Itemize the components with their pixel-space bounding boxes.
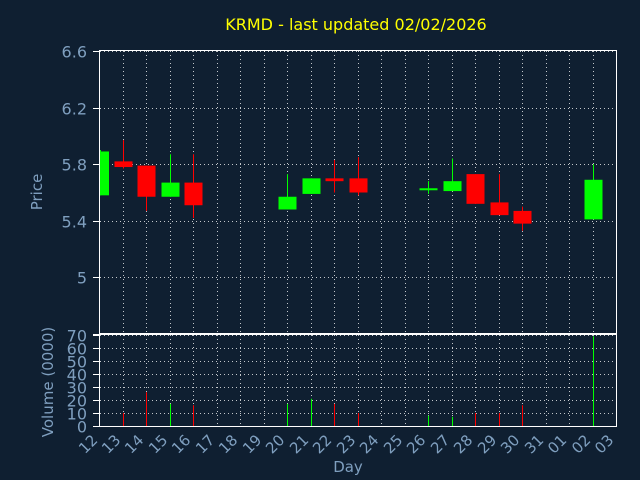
day-tick-label: 18 xyxy=(215,431,241,457)
candle-body xyxy=(184,182,203,206)
volume-axis-label: Volume (0000) xyxy=(39,327,57,437)
day-tick-label: 03 xyxy=(591,431,617,457)
candle-body xyxy=(325,178,344,182)
price-tick-label: 5 xyxy=(77,269,87,288)
candle-body xyxy=(443,181,462,192)
volume-bars xyxy=(123,336,594,426)
day-tick-label: 26 xyxy=(403,431,429,457)
candle-body xyxy=(137,165,156,197)
candle-body xyxy=(490,202,509,216)
candle-body xyxy=(302,178,321,194)
candle-body xyxy=(349,178,368,193)
volume-grid xyxy=(100,335,616,427)
day-tick-label: 22 xyxy=(309,431,335,457)
volume-tick-label: 20 xyxy=(67,392,87,411)
volume-tick-label: 40 xyxy=(67,366,87,385)
price-tick-label: 6.6 xyxy=(62,43,87,62)
volume-tick-label: 30 xyxy=(67,379,87,398)
price-tick-label: 5.8 xyxy=(62,156,87,175)
candle-body xyxy=(419,188,438,191)
day-x-ticks: 1213141516171819202122232425262728293031… xyxy=(75,431,617,457)
volume-tick-label: 60 xyxy=(67,340,87,359)
day-tick-label: 20 xyxy=(262,431,288,457)
candle-body xyxy=(278,196,297,210)
candle-body xyxy=(466,174,485,204)
candle-body xyxy=(114,161,133,168)
x-axis-label: Day xyxy=(333,458,363,476)
day-tick-label: 01 xyxy=(544,431,570,457)
volume-plot-frame xyxy=(99,334,617,427)
chart-title: KRMD - last updated 02/02/2026 xyxy=(225,15,486,34)
day-tick-label: 16 xyxy=(168,431,194,457)
price-plot-frame xyxy=(99,50,617,334)
volume-tick-label: 0 xyxy=(77,418,87,437)
volume-tick-label: 10 xyxy=(67,405,87,424)
day-tick-label: 28 xyxy=(450,431,476,457)
candle-body xyxy=(100,151,109,196)
price-tick-label: 6.2 xyxy=(62,100,87,119)
candle-body xyxy=(513,210,532,224)
price-tick-label: 5.4 xyxy=(62,213,87,232)
price-axis-label: Price xyxy=(28,174,46,211)
price-candles xyxy=(100,140,603,231)
volume-tick-label: 70 xyxy=(67,327,87,346)
candle-body xyxy=(584,179,603,220)
volume-tick-label: 50 xyxy=(67,353,87,372)
day-tick-label: 14 xyxy=(121,431,147,457)
price-y-ticks: 6.6 6.2 5.8 5.4 5 xyxy=(62,43,100,335)
day-tick-label: 24 xyxy=(356,431,382,457)
day-tick-label: 30 xyxy=(497,431,523,457)
candle-body xyxy=(161,182,180,197)
